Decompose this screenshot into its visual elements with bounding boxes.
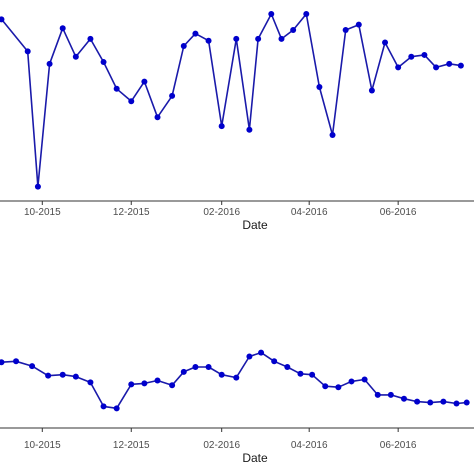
- x-tick-label: 10-2015: [24, 440, 61, 451]
- x-axis-title: Date: [242, 218, 268, 232]
- data-point: [382, 39, 389, 46]
- data-point: [355, 21, 362, 28]
- data-point: [421, 51, 428, 58]
- data-point: [34, 183, 41, 190]
- data-point: [268, 11, 275, 17]
- data-point: [87, 35, 94, 42]
- data-point: [440, 398, 447, 405]
- data-point: [329, 132, 336, 139]
- data-point: [414, 398, 421, 405]
- x-tick-label: 04-2016: [291, 207, 328, 218]
- data-point: [309, 371, 316, 378]
- data-point: [348, 378, 355, 385]
- data-point: [387, 391, 394, 398]
- data-point: [128, 381, 135, 388]
- series-line: [1, 351, 467, 410]
- data-point: [446, 60, 453, 67]
- data-point: [374, 391, 381, 398]
- data-point: [433, 64, 440, 71]
- data-point: [87, 379, 94, 386]
- x-tick-label: 10-2015: [24, 207, 61, 218]
- data-point: [0, 16, 5, 23]
- data-point: [169, 382, 176, 389]
- data-point: [408, 53, 415, 60]
- data-point: [180, 43, 187, 50]
- data-point: [141, 78, 148, 85]
- data-point: [297, 370, 304, 377]
- data-point: [246, 353, 253, 360]
- data-point: [154, 377, 161, 384]
- x-tick-label: 12-2015: [113, 440, 150, 451]
- data-point: [141, 380, 148, 387]
- data-point: [72, 373, 79, 380]
- data-point: [45, 372, 52, 379]
- data-point: [192, 364, 199, 371]
- data-point: [284, 364, 291, 371]
- data-point: [218, 371, 225, 378]
- data-point: [113, 85, 120, 92]
- x-tick-label: 06-2016: [380, 207, 417, 218]
- data-point: [290, 27, 297, 34]
- data-point: [400, 395, 407, 402]
- data-point: [46, 60, 53, 67]
- x-tick-label: 12-2015: [113, 207, 150, 218]
- data-point: [59, 371, 66, 378]
- x-tick-label: 02-2016: [203, 207, 240, 218]
- data-point: [278, 35, 285, 42]
- data-point: [395, 64, 402, 71]
- data-point: [258, 349, 265, 356]
- data-point: [427, 399, 434, 406]
- data-point: [100, 403, 107, 410]
- data-point: [303, 11, 310, 17]
- data-point: [233, 374, 240, 381]
- series-line: [0, 13, 462, 188]
- data-point: [154, 114, 161, 121]
- data-point: [453, 400, 460, 407]
- data-point: [113, 405, 120, 412]
- data-point: [457, 62, 464, 69]
- data-point: [233, 35, 240, 42]
- data-point: [218, 123, 225, 130]
- data-point: [246, 126, 253, 133]
- data-point: [463, 399, 470, 406]
- data-point: [271, 358, 278, 365]
- data-point: [13, 358, 20, 365]
- data-point: [192, 30, 199, 37]
- top-line-chart: 10-2015 12-2015 02-2016 04-2016 06-2016 Date: [0, 11, 474, 232]
- data-point: [180, 368, 187, 375]
- x-tick-label: 06-2016: [380, 440, 417, 451]
- data-point: [72, 53, 79, 60]
- bottom-line-chart: 10-2015 12-2015 02-2016 04-2016 06-2016 Date: [0, 349, 474, 465]
- x-axis-title: Date: [242, 451, 268, 465]
- data-point: [169, 92, 176, 99]
- data-point: [0, 359, 5, 366]
- data-point: [361, 376, 368, 383]
- data-point: [29, 363, 36, 370]
- data-point: [205, 37, 212, 44]
- data-point: [128, 98, 135, 105]
- data-point: [368, 87, 375, 94]
- data-point: [255, 35, 262, 42]
- x-tick-label: 02-2016: [203, 440, 240, 451]
- x-tick-label: 04-2016: [291, 440, 328, 451]
- data-point: [322, 383, 329, 390]
- data-point: [342, 27, 349, 34]
- data-point: [316, 83, 323, 90]
- data-point: [59, 25, 66, 32]
- data-point: [335, 384, 342, 391]
- data-point: [205, 364, 212, 371]
- data-point: [24, 48, 31, 55]
- data-point: [100, 59, 107, 66]
